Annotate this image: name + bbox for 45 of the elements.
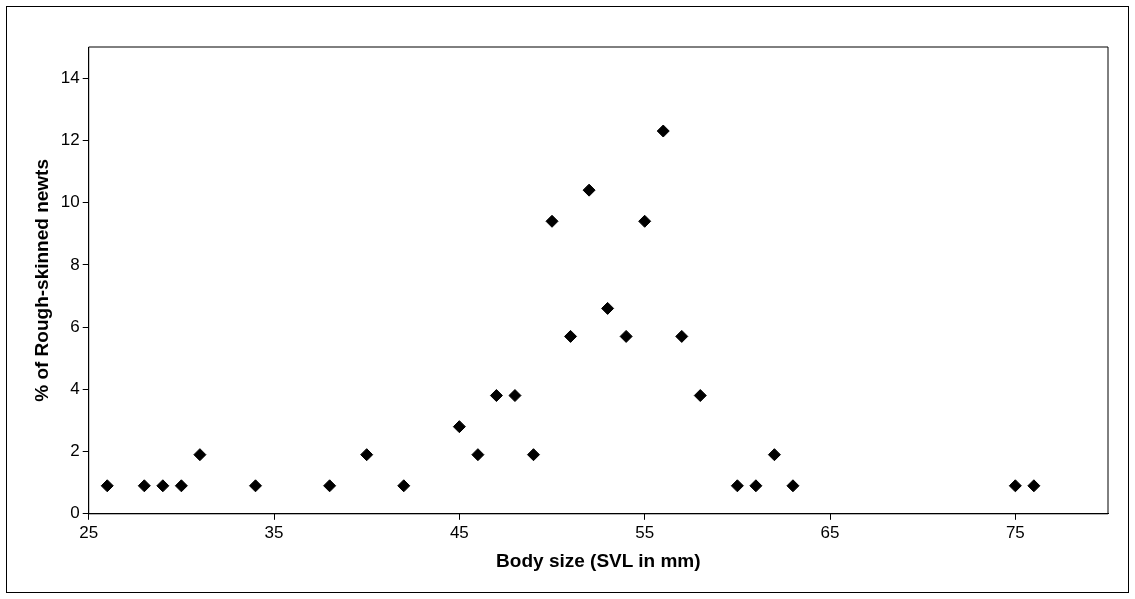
x-tick-label: 75 bbox=[1005, 522, 1025, 542]
x-tick-label: 25 bbox=[79, 522, 99, 542]
point bbox=[619, 329, 633, 343]
y-tick-label: 4 bbox=[70, 379, 80, 399]
point bbox=[564, 329, 578, 343]
point bbox=[323, 479, 337, 493]
point bbox=[638, 214, 652, 228]
point bbox=[730, 479, 744, 493]
y-tick-label: 6 bbox=[70, 316, 80, 336]
y-tick-label: 8 bbox=[70, 254, 80, 274]
y-tick-label: 14 bbox=[60, 67, 80, 87]
point bbox=[249, 479, 262, 493]
point bbox=[137, 479, 151, 493]
point bbox=[526, 448, 540, 462]
x-tick-label: 65 bbox=[820, 522, 840, 542]
point bbox=[693, 389, 707, 403]
point bbox=[582, 183, 596, 197]
y-axis-title: % of Rough-skinned newts bbox=[30, 159, 52, 402]
y-tick-label: 0 bbox=[70, 503, 80, 523]
point bbox=[156, 479, 170, 493]
y-tick-label: 10 bbox=[60, 192, 80, 212]
point bbox=[489, 389, 503, 403]
x-axis-title: Body size (SVL in mm) bbox=[496, 549, 701, 571]
point bbox=[193, 448, 207, 462]
point bbox=[360, 448, 374, 462]
x-tick-label: 35 bbox=[264, 522, 284, 542]
point bbox=[601, 301, 615, 315]
point bbox=[508, 389, 522, 403]
point bbox=[397, 479, 411, 493]
point bbox=[471, 448, 485, 462]
point bbox=[656, 124, 670, 138]
point bbox=[100, 479, 114, 493]
point bbox=[174, 479, 188, 493]
point bbox=[1008, 479, 1022, 493]
point bbox=[749, 479, 763, 493]
point bbox=[675, 329, 689, 343]
point bbox=[452, 420, 466, 434]
point bbox=[1027, 479, 1041, 493]
x-tick-label: 45 bbox=[449, 522, 469, 542]
point bbox=[545, 214, 559, 228]
x-tick-label: 55 bbox=[635, 522, 655, 542]
y-tick-label: 12 bbox=[60, 130, 80, 150]
y-tick-label: 2 bbox=[70, 441, 80, 461]
point bbox=[767, 448, 781, 462]
point bbox=[786, 479, 800, 493]
